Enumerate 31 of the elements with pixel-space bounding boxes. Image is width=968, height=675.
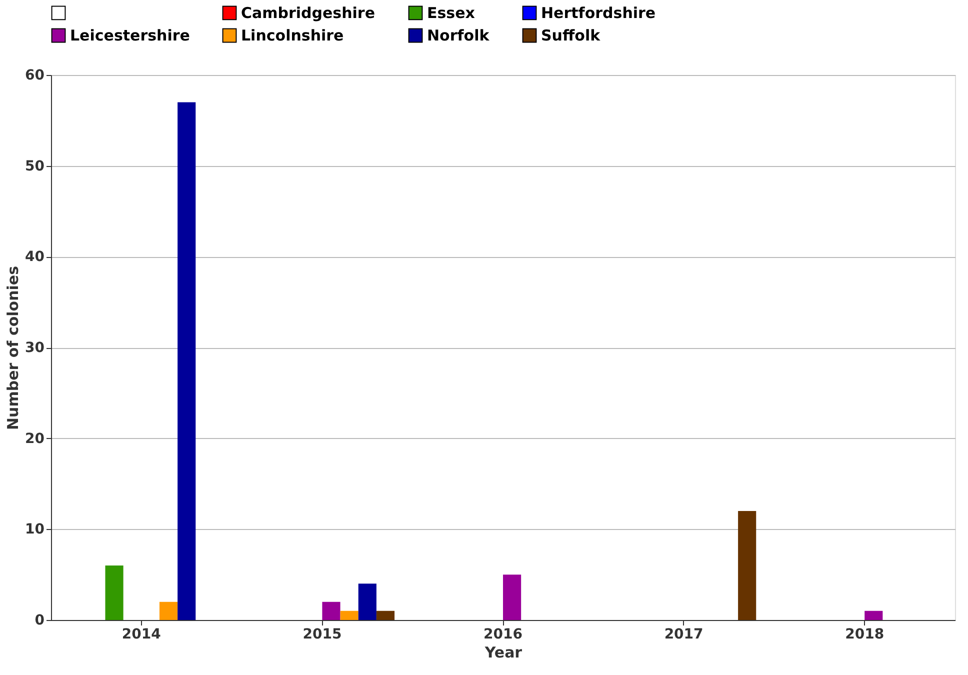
x-tick-label: 2014 — [122, 626, 162, 642]
y-tick-label: 0 — [34, 612, 45, 628]
y-tick-label: 30 — [25, 340, 45, 356]
y-tick-label: 60 — [25, 68, 45, 84]
bar — [503, 574, 522, 620]
legend-label: Cambridgeshire — [241, 4, 376, 22]
y-tick-label: 40 — [25, 249, 45, 266]
legend-label: Lincolnshire — [241, 26, 344, 44]
legend-label: Hertfordshire — [541, 4, 656, 22]
bar — [864, 610, 883, 620]
bar — [358, 584, 376, 620]
bar — [340, 610, 358, 620]
x-axis-title: Year — [484, 644, 523, 662]
bar — [159, 602, 178, 620]
x-tick-label: 2018 — [845, 626, 884, 642]
bar — [738, 511, 756, 620]
y-tick-label: 20 — [25, 430, 45, 447]
bar — [178, 102, 196, 620]
bar — [105, 566, 124, 620]
x-tick-label: 2016 — [484, 626, 522, 642]
bar — [376, 610, 395, 620]
legend-label: Essex — [427, 4, 476, 22]
y-axis-title: Number of colonies — [4, 266, 22, 430]
x-tick-label: 2015 — [302, 626, 342, 642]
bar — [322, 602, 340, 620]
legend-label: Norfolk — [427, 26, 490, 44]
legend-label: Suffolk — [541, 26, 602, 44]
y-tick-label: 50 — [25, 158, 45, 174]
legend-label: Leicestershire — [70, 26, 190, 44]
x-tick-label: 2017 — [664, 626, 704, 642]
y-tick-label: 10 — [25, 522, 45, 538]
